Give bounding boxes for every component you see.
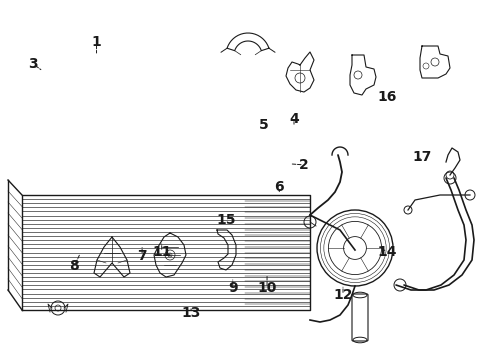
- Text: 2: 2: [299, 158, 309, 172]
- Text: 3: 3: [28, 57, 38, 71]
- Text: 1: 1: [92, 36, 101, 49]
- Text: 10: 10: [257, 281, 277, 295]
- Text: 16: 16: [377, 90, 397, 104]
- Text: 15: 15: [217, 213, 236, 226]
- Text: 5: 5: [259, 118, 269, 132]
- Text: 14: 14: [377, 245, 397, 259]
- Text: 13: 13: [181, 306, 201, 320]
- Text: 7: 7: [137, 249, 147, 262]
- Text: 6: 6: [274, 180, 284, 194]
- Text: 4: 4: [289, 112, 299, 126]
- Text: 8: 8: [70, 259, 79, 273]
- Text: 11: 11: [152, 245, 172, 259]
- Text: 12: 12: [333, 288, 353, 302]
- Text: 17: 17: [413, 150, 432, 163]
- Text: 9: 9: [228, 281, 238, 295]
